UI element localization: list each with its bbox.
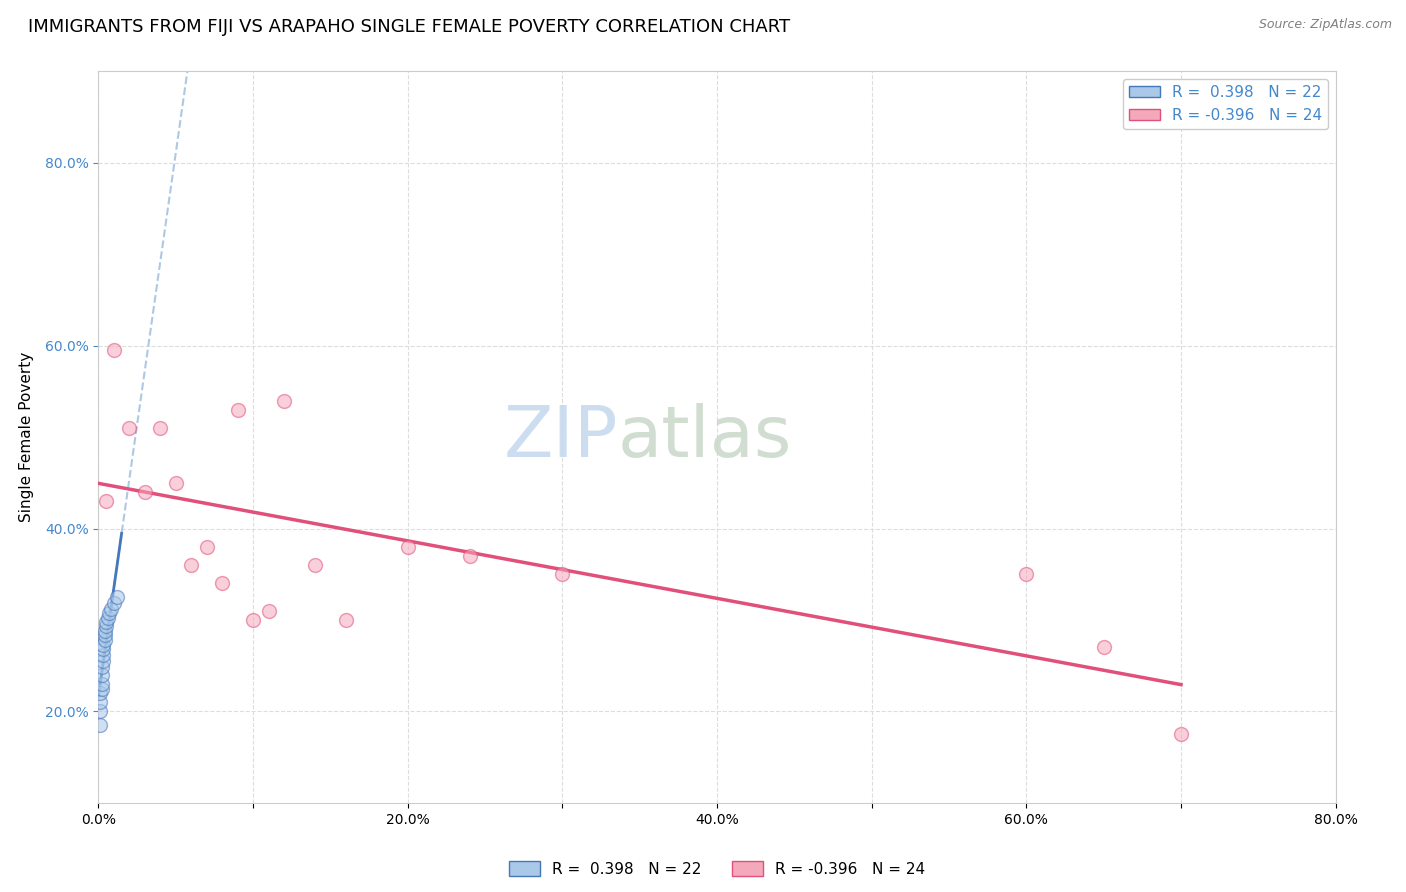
Point [90,677,112,691]
Point [165,475,187,490]
Point [97,611,120,625]
Point [93,633,115,648]
Point [396,540,419,554]
Text: IMMIGRANTS FROM FIJI VS ARAPAHO SINGLE FEMALE POVERTY CORRELATION CHART: IMMIGRANTS FROM FIJI VS ARAPAHO SINGLE F… [28,18,790,36]
Point [242,613,264,627]
Text: ZIP: ZIP [503,402,619,472]
Point [91,642,114,657]
Point [134,485,156,500]
Point [226,402,249,417]
Point [93,624,115,638]
Point [257,604,280,618]
Point [1170,727,1192,741]
Point [1015,567,1038,582]
Text: Source: ZipAtlas.com: Source: ZipAtlas.com [1258,18,1392,31]
Point [195,540,218,554]
Point [90,681,112,696]
Point [211,576,233,591]
Point [91,648,114,662]
Point [100,602,122,616]
Point [98,606,121,620]
Point [91,654,114,668]
Point [96,615,118,629]
Point [105,590,128,604]
Point [551,567,574,582]
Point [90,667,112,681]
Point [149,421,172,435]
Point [89,686,111,700]
Point [103,597,125,611]
Point [89,705,111,719]
Point [89,718,111,732]
Point [90,660,112,674]
Point [103,343,125,358]
Point [1092,640,1115,655]
Point [93,628,115,642]
Point [335,613,357,627]
Point [458,549,481,563]
Y-axis label: Single Female Poverty: Single Female Poverty [18,352,34,522]
Point [96,494,118,508]
Point [91,638,114,652]
Point [96,619,118,633]
Point [273,393,295,408]
Point [89,695,111,709]
Point [180,558,202,573]
Text: atlas: atlas [619,402,793,472]
Point [304,558,326,573]
Legend: R =  0.398   N = 22, R = -0.396   N = 24: R = 0.398 N = 22, R = -0.396 N = 24 [503,855,931,883]
Point [118,421,141,435]
